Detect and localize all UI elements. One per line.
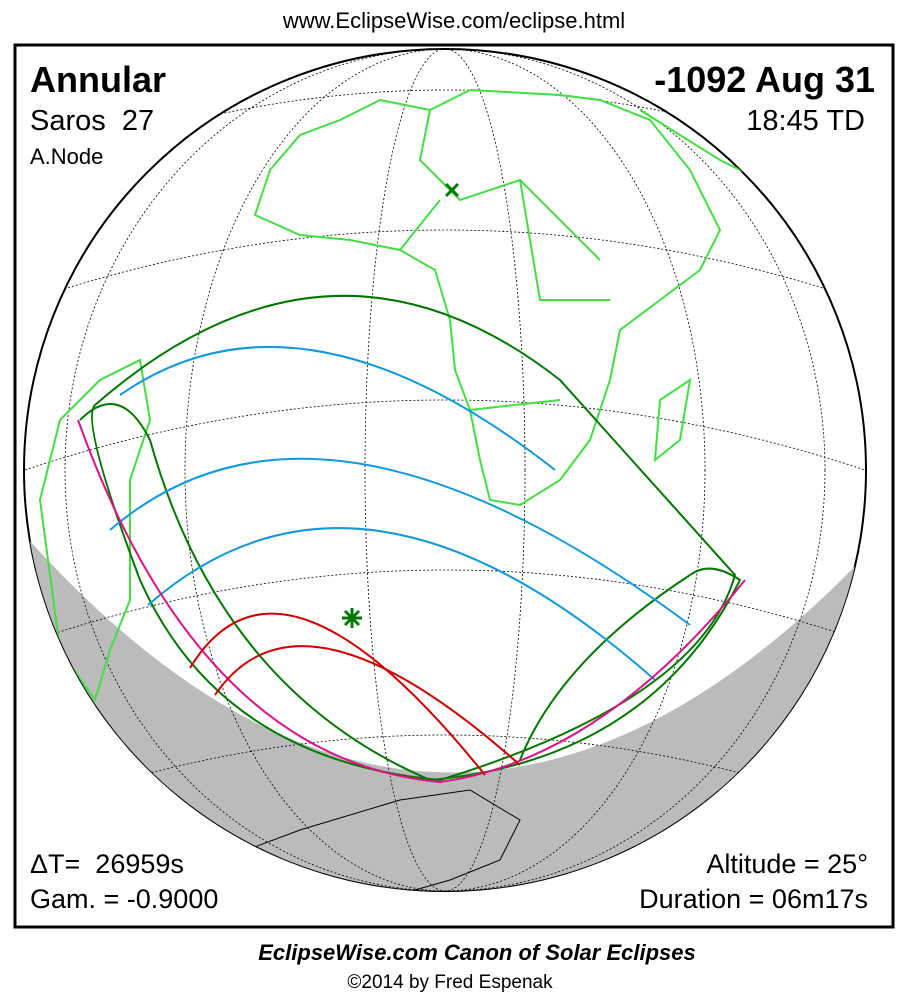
frame [13, 43, 895, 929]
gamma: Gam. = -0.9000 [30, 884, 218, 914]
footer-title: EclipseWise.com Canon of Solar Eclipses [258, 940, 696, 965]
copyright: ©2014 by Fred Espenak [347, 972, 553, 993]
delta-t: ΔT= 26959s [30, 849, 184, 879]
date: -1092 Aug 31 [654, 59, 875, 100]
eclipse-type: Annular [30, 59, 166, 100]
node: A.Node [30, 144, 103, 169]
url: www.EclipseWise.com/eclipse.html [282, 8, 625, 33]
saros: Saros 27 [30, 105, 154, 137]
time: 18:45 TD [746, 105, 865, 137]
graticule [24, 49, 866, 891]
duration: Duration = 06m17s [639, 884, 868, 914]
globe [23, 48, 867, 892]
altitude: Altitude = 25° [706, 849, 868, 879]
eclipse-paths [77, 294, 746, 784]
greatest-eclipse [342, 182, 460, 628]
antarctica [219, 789, 521, 891]
